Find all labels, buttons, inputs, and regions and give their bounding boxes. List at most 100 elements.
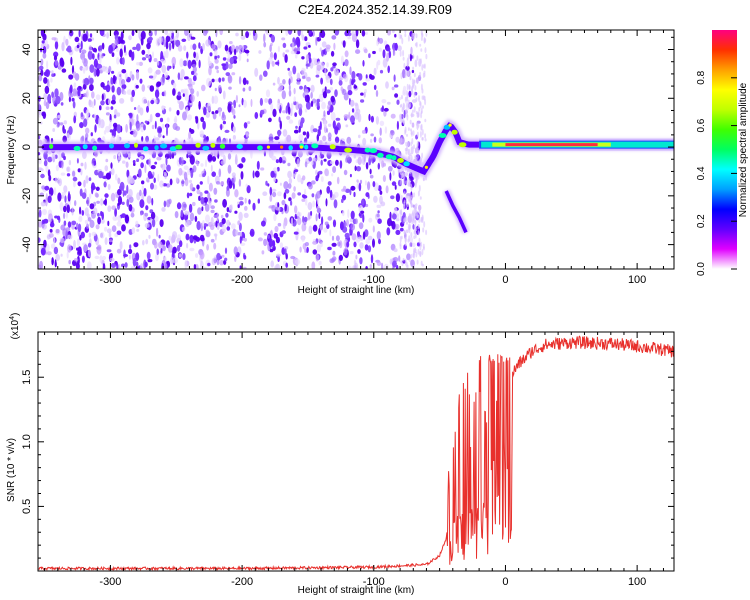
noise-speckle (192, 75, 197, 82)
noise-speckle (211, 95, 215, 104)
noise-speckle (377, 59, 381, 66)
noise-speckle (408, 258, 411, 263)
noise-speckle (81, 255, 85, 263)
noise-speckle (237, 220, 241, 226)
noise-speckle (331, 35, 337, 40)
noise-speckle (186, 153, 189, 159)
noise-speckle (278, 156, 283, 164)
noise-speckle (193, 264, 197, 269)
noise-speckle (294, 213, 297, 220)
noise-speckle (55, 164, 60, 172)
noise-speckle (246, 58, 249, 63)
noise-speckle (327, 123, 332, 128)
noise-speckle (84, 219, 89, 225)
noise-speckle (143, 187, 147, 197)
x-tick-label: 100 (628, 274, 646, 286)
noise-speckle (336, 70, 339, 75)
colorbar-tick-label: 0.4 (696, 166, 707, 180)
noise-speckle (95, 68, 100, 77)
noise-speckle (216, 69, 219, 74)
noise-speckle (310, 210, 313, 216)
noise-speckle (111, 225, 117, 233)
noise-speckle (104, 193, 109, 198)
noise-speckle (203, 266, 207, 269)
noise-speckle (108, 232, 112, 238)
noise-speckle (275, 253, 281, 257)
noise-speckle (243, 99, 247, 108)
noise-speckle (159, 117, 164, 123)
noise-speckle (149, 113, 153, 123)
snr-x-ticks: -300 -200 -100 0 100 (44, 332, 664, 588)
noise-speckle (192, 165, 197, 173)
noise-speckle (381, 160, 385, 168)
noise-speckle (187, 59, 192, 69)
noise-speckle (144, 223, 150, 228)
noise-speckle (346, 241, 350, 248)
noise-speckle (329, 78, 333, 86)
noise-speckle (416, 259, 419, 265)
noise-speckle (315, 36, 318, 46)
noise-speckle (164, 153, 170, 159)
noise-speckle (281, 90, 286, 100)
noise-speckle (416, 131, 419, 138)
noise-speckle (362, 213, 365, 223)
noise-speckle (267, 234, 271, 239)
noise-speckle (403, 229, 406, 235)
noise-speckle (271, 188, 277, 192)
noise-speckle (293, 87, 296, 95)
noise-speckle (165, 156, 168, 166)
noise-speckle (162, 135, 165, 139)
noise-speckle (324, 67, 327, 77)
noise-speckle (331, 242, 337, 247)
noise-speckle (66, 173, 71, 177)
noise-speckle (372, 238, 375, 248)
noise-speckle (82, 151, 87, 160)
noise-speckle (382, 49, 386, 59)
noise-speckle (317, 238, 322, 243)
noise-speckle (42, 45, 47, 55)
noise-speckle (222, 198, 228, 208)
noise-speckle (187, 114, 192, 121)
noise-speckle (420, 83, 423, 91)
noise-speckle (54, 59, 59, 66)
noise-speckle (228, 63, 233, 69)
noise-speckle (179, 77, 183, 81)
noise-speckle (316, 64, 322, 71)
noise-speckle (218, 136, 221, 142)
noise-speckle (393, 248, 398, 253)
trace-blob (219, 143, 226, 149)
noise-speckle (67, 45, 72, 52)
noise-speckle (334, 89, 338, 97)
noise-speckle (417, 112, 420, 118)
noise-speckle (76, 247, 79, 251)
colorbar-gradient (712, 30, 737, 269)
noise-speckle (405, 229, 409, 233)
noise-speckle (398, 97, 402, 101)
noise-speckle (416, 149, 419, 153)
noise-speckle (54, 88, 59, 98)
noise-speckle (350, 115, 355, 124)
noise-speckle (325, 198, 328, 207)
noise-speckle (423, 221, 426, 228)
noise-speckle (144, 164, 147, 174)
noise-speckle (74, 200, 77, 207)
noise-speckle (189, 234, 194, 244)
noise-speckle (192, 66, 197, 73)
noise-speckle (334, 30, 340, 36)
noise-speckle (38, 65, 44, 71)
noise-speckle (139, 78, 143, 84)
noise-speckle (177, 72, 181, 80)
noise-speckle (44, 135, 50, 140)
noise-speckle (115, 173, 118, 181)
noise-speckle (165, 40, 169, 50)
noise-speckle (181, 38, 187, 42)
noise-speckle (93, 160, 97, 166)
noise-speckle (54, 259, 57, 268)
noise-speckle (226, 185, 230, 191)
noise-speckle (327, 100, 332, 106)
noise-speckle (38, 221, 43, 228)
noise-speckle (196, 184, 200, 190)
noise-speckle (349, 66, 352, 75)
noise-speckle (78, 30, 81, 38)
noise-speckle (120, 31, 124, 40)
